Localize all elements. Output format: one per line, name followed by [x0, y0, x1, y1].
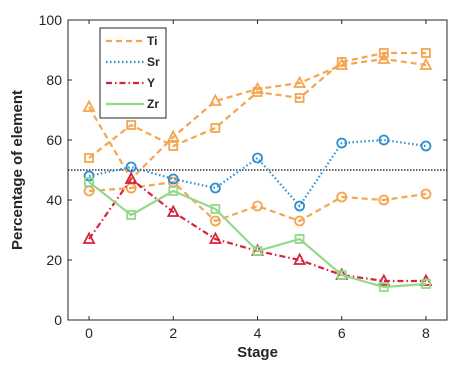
- data-point: [294, 215, 306, 227]
- data-point: [84, 177, 94, 187]
- series-line: [88, 51, 426, 159]
- series-line: [88, 181, 427, 289]
- data-point: [82, 99, 96, 112]
- data-point: [125, 161, 137, 173]
- data-point: [168, 186, 179, 196]
- data-point: [378, 194, 390, 206]
- data-point: [421, 279, 431, 289]
- data-point: [336, 270, 347, 280]
- plot-frame: [67, 19, 448, 321]
- data-point: [293, 75, 307, 88]
- y-tick-label: 100: [39, 12, 63, 28]
- data-point: [168, 141, 179, 151]
- data-point: [378, 48, 389, 58]
- data-point: [252, 200, 263, 212]
- legend-label: Ti: [147, 34, 157, 48]
- data-point: [294, 234, 305, 244]
- x-tick-label: 8: [422, 325, 430, 341]
- data-point: [208, 93, 222, 106]
- x-axis-title: Stage: [237, 344, 278, 361]
- series-line: [88, 57, 427, 181]
- data-point: [83, 170, 95, 182]
- legend-label: Sr: [147, 55, 160, 69]
- data-point: [294, 93, 305, 103]
- legend: Ti Sr Y Zr: [99, 27, 167, 119]
- series-unlabeled-2: [83, 176, 432, 227]
- data-point: [209, 182, 221, 194]
- data-point: [126, 210, 137, 220]
- data-point: [294, 200, 306, 212]
- series-line: [88, 138, 427, 208]
- data-point: [82, 231, 96, 244]
- data-point: [252, 152, 263, 164]
- series-y: [82, 171, 433, 286]
- data-point: [335, 57, 349, 70]
- data-point: [252, 87, 263, 97]
- data-point: [210, 123, 221, 133]
- x-tick-label: 0: [85, 325, 93, 341]
- data-point: [336, 137, 348, 149]
- data-point: [166, 204, 180, 217]
- y-tick-label: 0: [54, 312, 62, 328]
- data-point: [208, 231, 222, 244]
- y-tick-label: 60: [46, 132, 62, 148]
- legend-label: Y: [147, 76, 155, 90]
- data-point: [420, 140, 432, 152]
- data-point: [421, 48, 431, 58]
- data-point: [377, 273, 391, 286]
- y-tick-label: 40: [46, 192, 62, 208]
- y-axis-title: Percentage of element: [9, 90, 26, 250]
- data-point: [378, 134, 390, 146]
- data-point: [378, 282, 389, 292]
- x-tick-label: 6: [338, 325, 346, 341]
- data-point: [419, 57, 433, 70]
- data-point: [209, 215, 221, 227]
- data-point: [252, 246, 263, 256]
- x-tick-label: 2: [169, 325, 177, 341]
- data-point: [126, 120, 137, 130]
- y-tick-label: 80: [46, 72, 62, 88]
- data-point: [84, 153, 94, 163]
- data-point: [210, 204, 221, 214]
- series-zr: [84, 177, 431, 292]
- data-point: [167, 173, 179, 185]
- data-point: [166, 129, 180, 142]
- x-tick-label: 4: [254, 325, 262, 341]
- series-line: [88, 177, 426, 283]
- data-point: [124, 171, 138, 184]
- data-point: [293, 252, 307, 265]
- series-layer: [82, 48, 433, 292]
- series-sr: [83, 134, 432, 212]
- series-unlabeled-1: [84, 48, 431, 163]
- data-point: [377, 51, 391, 64]
- legend-label: Zr: [147, 97, 159, 111]
- y-tick-label: 20: [46, 252, 62, 268]
- data-point: [420, 188, 432, 200]
- series-ti: [82, 51, 433, 184]
- data-point: [336, 57, 347, 67]
- data-point: [336, 191, 348, 203]
